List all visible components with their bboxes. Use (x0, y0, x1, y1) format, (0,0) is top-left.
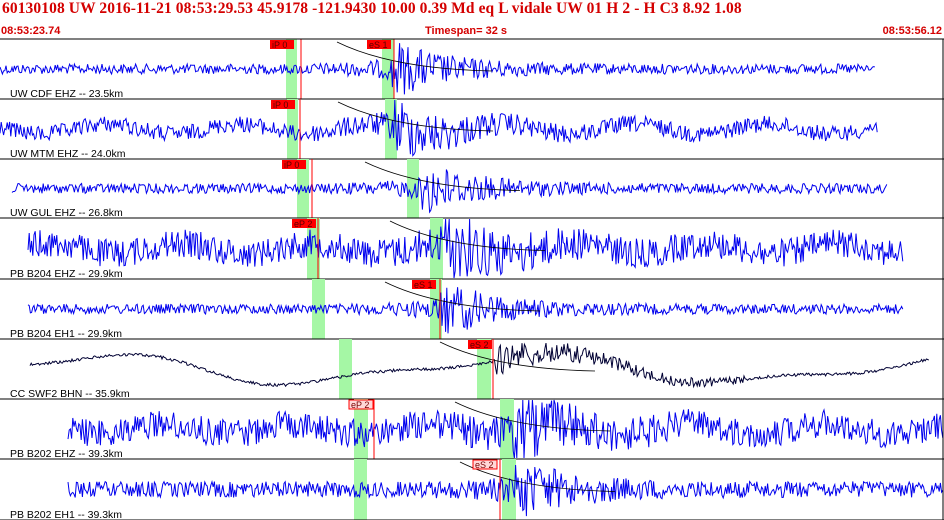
pick-label-box[interactable] (367, 40, 391, 49)
coda-decay-curve (336, 41, 493, 72)
coda-decay-curve (389, 220, 546, 251)
pick-label-box[interactable] (271, 100, 295, 109)
pick-label-text: eS 2 (475, 460, 494, 470)
p-window-highlight (339, 339, 352, 399)
pick-label-text: eP 2 (294, 219, 312, 229)
pick-label-text: eP 2 (351, 400, 369, 410)
station-label: PB B202 EH1 -- 39.3km (10, 509, 122, 520)
station-label: UW GUL EHZ -- 26.8km (10, 207, 123, 219)
pick-label-box[interactable] (282, 160, 306, 169)
event-header: 60130108 UW 2016-11-21 08:53:29.53 45.91… (0, 0, 944, 24)
end-time-label: 08:53:56.12 (882, 25, 942, 37)
p-window-highlight (297, 159, 309, 218)
coda-decay-curve (454, 401, 611, 432)
coda-decay-curve (364, 161, 521, 191)
waveform-trace (0, 99, 878, 157)
pick-label-box[interactable] (468, 340, 492, 349)
coda-decay-curve (439, 341, 596, 372)
pick-label-text: iP 0 (284, 160, 299, 170)
s-window-highlight (382, 39, 394, 99)
station-label: PB B202 EHZ -- 39.3km (10, 448, 123, 460)
start-time-label: 08:53:23.74 (1, 25, 61, 37)
station-label: UW MTM EHZ -- 24.0km (10, 148, 126, 160)
s-window-highlight (477, 339, 491, 399)
s-window-highlight (500, 399, 514, 459)
s-window-highlight (407, 159, 419, 218)
coda-decay-curve (337, 101, 494, 132)
pick-label-text: iP 0 (273, 100, 288, 110)
p-window-highlight (312, 279, 325, 339)
coda-decay-curve (384, 281, 541, 312)
pick-label-text: eS 1 (414, 280, 433, 290)
pick-label-box[interactable] (270, 40, 294, 49)
waveform-trace (29, 342, 930, 389)
pick-label-box[interactable] (292, 219, 316, 228)
waveform-trace (27, 287, 904, 334)
timespan-label: Timespan= 32 s (425, 25, 508, 37)
pick-label-box[interactable] (472, 459, 498, 470)
pick-label-box[interactable] (348, 399, 374, 410)
event-info-text: 60130108 UW 2016-11-21 08:53:29.53 45.91… (2, 0, 742, 17)
pick-label-text: eS 2 (470, 340, 489, 350)
waveform-trace (27, 218, 904, 279)
waveform-trace (11, 169, 888, 214)
s-window-highlight (430, 218, 443, 279)
pick-label-text: eS 1 (369, 40, 388, 50)
waveform-trace (67, 464, 944, 517)
pick-label-text: iP 0 (272, 40, 287, 50)
station-label: UW CDF EHZ -- 23.5km (10, 88, 123, 100)
station-label: PB B204 EHZ -- 29.9km (10, 268, 123, 280)
waveform-trace (0, 43, 875, 95)
station-label: CC SWF2 BHN -- 35.9km (10, 388, 130, 400)
s-window-highlight (430, 279, 442, 339)
pick-label-box[interactable] (412, 280, 436, 289)
station-label: PB B204 EH1 -- 29.9km (10, 328, 122, 340)
